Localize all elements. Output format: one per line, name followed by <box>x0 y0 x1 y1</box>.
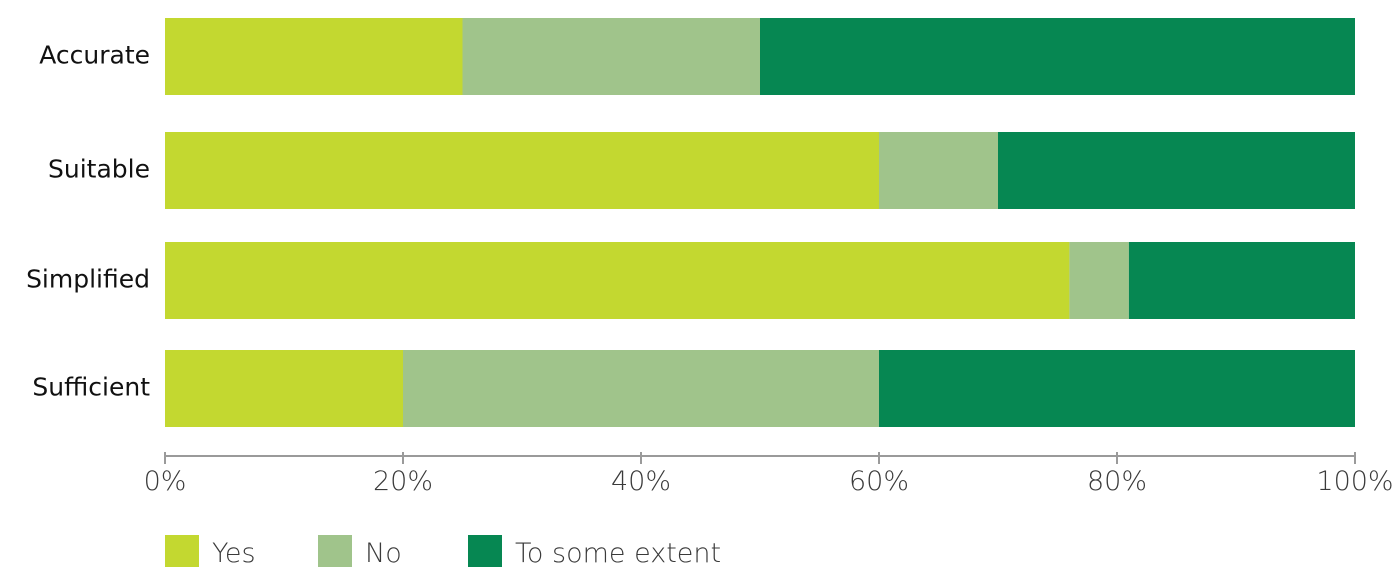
x-tick-label: 60% <box>849 466 909 497</box>
legend-label-no: No <box>365 538 402 567</box>
category-label-accurate: Accurate <box>39 41 150 70</box>
bar-accurate-yes <box>165 18 463 95</box>
legend-label-yes: Yes <box>212 538 256 567</box>
bar-accurate-no <box>462 18 760 95</box>
bar-suitable-yes <box>165 132 879 209</box>
x-tick-label: 100% <box>1316 466 1393 497</box>
legend-swatch-no <box>318 535 352 567</box>
bar-sufficient-no <box>403 350 879 427</box>
category-labels: Accurate Suitable Simplified Sufficient <box>26 41 150 402</box>
legend-label-to-some-extent: To some extent <box>515 538 721 567</box>
x-axis: 0% 20% 40% 60% 80% 100% <box>144 452 1394 497</box>
bar-suitable-to-some-extent <box>998 132 1355 209</box>
bar-simplified-yes <box>165 242 1070 319</box>
bar-simplified-to-some-extent <box>1128 242 1355 319</box>
x-tick-label: 80% <box>1087 466 1147 497</box>
bar-accurate-to-some-extent <box>760 18 1355 95</box>
bars-group <box>165 18 1355 427</box>
x-tick-label: 20% <box>373 466 433 497</box>
bar-sufficient-yes <box>165 350 403 427</box>
x-tick-label: 0% <box>144 466 187 497</box>
bar-suitable-no <box>879 132 998 209</box>
legend: Yes No To some extent <box>165 535 721 567</box>
x-tick-label: 40% <box>611 466 671 497</box>
legend-swatch-to-some-extent <box>468 535 502 567</box>
bar-simplified-no <box>1069 242 1129 319</box>
bar-sufficient-to-some-extent <box>879 350 1355 427</box>
category-label-sufficient: Sufficient <box>32 373 150 402</box>
category-label-suitable: Suitable <box>48 155 150 184</box>
category-label-simplified: Simplified <box>26 265 150 294</box>
legend-swatch-yes <box>165 535 199 567</box>
